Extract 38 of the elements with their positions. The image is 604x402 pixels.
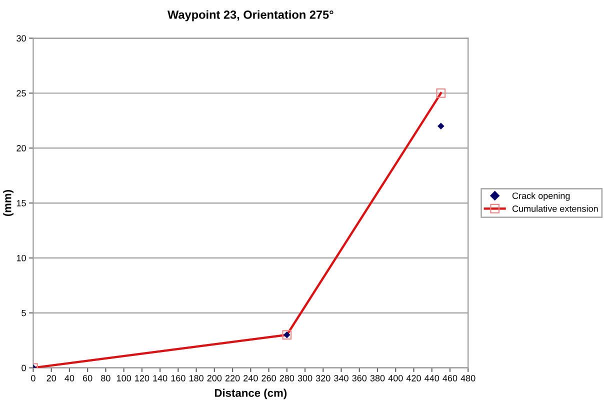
x-axis-title: Distance (cm) bbox=[214, 388, 287, 400]
legend-label: Cumulative extension bbox=[512, 205, 598, 212]
x-tick-label: 220 bbox=[225, 375, 240, 382]
x-tick-label: 40 bbox=[64, 375, 74, 382]
x-tick-label: 420 bbox=[406, 375, 421, 382]
x-tick-label: 140 bbox=[153, 375, 168, 382]
x-tick-label: 260 bbox=[262, 375, 276, 382]
x-tick-label: 340 bbox=[334, 375, 348, 382]
x-tick-label: 160 bbox=[171, 375, 186, 382]
x-tick-label: 60 bbox=[83, 375, 92, 382]
y-tick-label: 20 bbox=[16, 145, 26, 152]
y-tick-label: 25 bbox=[16, 90, 26, 96]
point bbox=[438, 122, 444, 130]
y-tick-label: 30 bbox=[16, 35, 26, 42]
x-tick-label: 320 bbox=[316, 375, 330, 382]
x-tick-label: 360 bbox=[352, 375, 367, 382]
x-tick-label: 100 bbox=[116, 375, 131, 382]
legend-label: Crack opening bbox=[512, 192, 570, 201]
x-tick-label: 120 bbox=[135, 375, 150, 382]
x-tick-label: 20 bbox=[46, 375, 56, 382]
x-tick-label: 200 bbox=[207, 375, 222, 382]
x-tick-label: 400 bbox=[388, 375, 403, 382]
y-axis-title: (mm) bbox=[3, 190, 14, 216]
y-tick-label: 15 bbox=[16, 200, 26, 206]
x-tick-label: 280 bbox=[280, 375, 294, 382]
x-tick-label: 0 bbox=[31, 375, 36, 382]
x-tick-label: 180 bbox=[189, 375, 204, 382]
y-tick-label: 0 bbox=[22, 364, 26, 372]
x-tick-label: 480 bbox=[460, 375, 476, 382]
y-tick-label: 10 bbox=[16, 254, 26, 262]
x-tick-label: 440 bbox=[424, 375, 440, 382]
x-tick-label: 300 bbox=[298, 375, 312, 382]
x-tick-label: 460 bbox=[442, 375, 458, 382]
y-tick-label: 5 bbox=[22, 310, 26, 316]
x-tick-label: 80 bbox=[101, 375, 110, 382]
x-tick-label: 380 bbox=[370, 375, 385, 382]
chart-title: Waypoint 23, Orientation 275° bbox=[168, 10, 334, 22]
x-tick-label: 240 bbox=[244, 375, 258, 382]
